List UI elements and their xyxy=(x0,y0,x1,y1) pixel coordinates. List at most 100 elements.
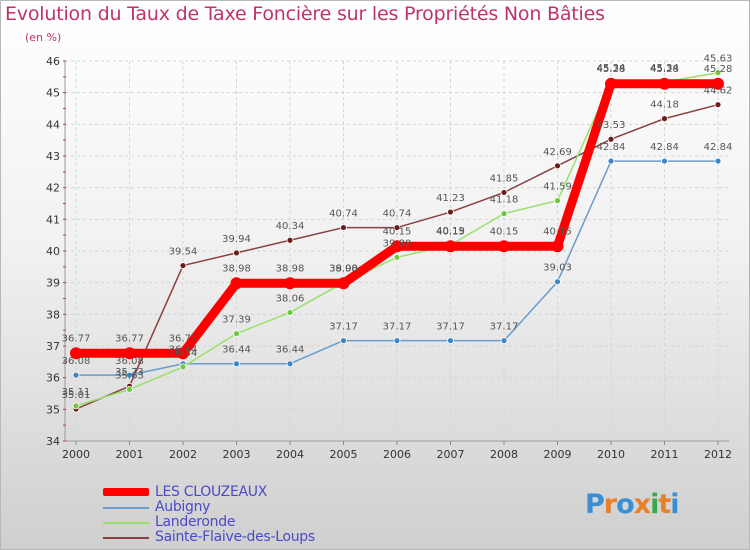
data-label-1: 42.84 xyxy=(650,142,679,153)
series-point-0 xyxy=(498,240,510,253)
x-tick-label: 2002 xyxy=(169,448,197,461)
series-point-1 xyxy=(554,278,561,286)
data-label-0: 38.98 xyxy=(276,263,305,274)
data-label-3: 40.34 xyxy=(276,221,305,232)
series-point-3 xyxy=(447,208,454,216)
data-label-0: 40.15 xyxy=(490,226,519,237)
data-label-0: 38.98 xyxy=(329,263,358,274)
y-tick-label: 44 xyxy=(46,118,60,131)
data-label-3: 39.54 xyxy=(169,247,198,258)
series-point-3 xyxy=(233,249,240,257)
x-tick-label: 2012 xyxy=(704,448,732,461)
data-label-0: 45.28 xyxy=(597,64,626,75)
series-point-0 xyxy=(605,77,617,90)
chart-title: Evolution du Taux de Taxe Foncière sur l… xyxy=(5,3,605,25)
logo-letter-4: i xyxy=(650,489,659,520)
legend-swatch-0 xyxy=(103,488,149,496)
series-point-1 xyxy=(72,371,80,379)
series-point-0 xyxy=(444,240,457,253)
logo-letter-2: o xyxy=(616,489,635,520)
series-point-1 xyxy=(393,337,401,345)
data-label-1: 37.17 xyxy=(329,322,358,333)
data-label-3: 42.69 xyxy=(543,147,572,158)
data-label-1: 36.44 xyxy=(169,345,198,356)
series-point-1 xyxy=(607,157,615,165)
y-tick-label: 39 xyxy=(46,277,60,290)
data-label-3: 40.74 xyxy=(383,209,412,220)
data-label-2: 39.00 xyxy=(329,264,358,275)
series-point-0 xyxy=(658,77,671,90)
x-tick-label: 2008 xyxy=(490,448,518,461)
data-label-3: 43.53 xyxy=(597,120,626,131)
data-label-3: 35.73 xyxy=(115,367,144,378)
series-point-1 xyxy=(661,157,668,165)
series-point-1 xyxy=(714,157,722,165)
series-point-2 xyxy=(126,385,133,393)
legend-swatch-2 xyxy=(103,522,149,524)
data-label-2: 41.59 xyxy=(543,182,572,193)
data-label-0: 40.15 xyxy=(436,226,465,237)
data-label-1: 42.84 xyxy=(704,142,733,153)
legend-swatch-3 xyxy=(103,537,149,539)
series-point-2 xyxy=(714,69,722,77)
proxiti-logo: Proxiti xyxy=(585,489,680,520)
y-tick-label: 41 xyxy=(46,213,60,226)
series-point-2 xyxy=(72,402,80,410)
x-tick-label: 2001 xyxy=(116,448,144,461)
data-label-0: 36.77 xyxy=(169,333,198,344)
series-point-2 xyxy=(233,330,240,338)
logo-letter-0: P xyxy=(585,489,605,520)
series-point-2 xyxy=(286,309,294,316)
data-label-1: 37.17 xyxy=(383,322,412,333)
data-label-1: 37.17 xyxy=(490,322,519,333)
data-label-2: 45.63 xyxy=(704,54,733,65)
series-point-3 xyxy=(661,115,668,123)
series-point-0 xyxy=(284,277,296,290)
legend-label-3: Sainte-Flaive-des-Loups xyxy=(155,529,315,545)
x-tick-label: 2000 xyxy=(62,448,90,461)
data-label-0: 40.15 xyxy=(383,226,412,237)
series-point-0 xyxy=(123,347,136,360)
series-point-1 xyxy=(126,371,133,379)
series-point-2 xyxy=(554,197,561,205)
series-point-1 xyxy=(233,360,240,368)
data-label-3: 40.74 xyxy=(329,209,358,220)
series-point-3 xyxy=(607,135,615,143)
data-label-2: 45.34 xyxy=(650,63,679,74)
series-point-3 xyxy=(179,262,187,269)
y-tick-label: 34 xyxy=(46,435,60,448)
data-label-0: 36.77 xyxy=(62,333,91,344)
x-tick-label: 2006 xyxy=(383,448,411,461)
data-label-0: 38.98 xyxy=(222,263,251,274)
series-point-1 xyxy=(286,360,294,368)
x-tick-label: 2007 xyxy=(437,448,465,461)
data-label-1: 39.03 xyxy=(543,263,572,274)
x-tick-label: 2009 xyxy=(544,448,572,461)
data-label-2: 39.80 xyxy=(383,238,412,249)
y-tick-label: 43 xyxy=(46,150,60,163)
series-point-3 xyxy=(500,189,508,196)
data-label-3: 39.94 xyxy=(222,234,251,245)
legend-label-1: Aubigny xyxy=(155,499,211,515)
logo-letter-1: r xyxy=(603,489,617,520)
logo-letter-6: i xyxy=(670,489,679,520)
data-label-0: 36.77 xyxy=(115,333,144,344)
series-point-3 xyxy=(554,162,561,170)
data-label-1: 36.44 xyxy=(276,345,305,356)
series-point-2 xyxy=(179,363,187,371)
x-tick-label: 2004 xyxy=(276,448,304,461)
data-label-1: 42.84 xyxy=(597,142,626,153)
legend-label-0: LES CLOUZEAUX xyxy=(155,484,268,500)
y-tick-label: 45 xyxy=(46,87,60,100)
data-label-1: 37.17 xyxy=(436,322,465,333)
data-label-3: 44.18 xyxy=(650,100,679,111)
data-label-1: 36.08 xyxy=(62,356,91,367)
series-point-2 xyxy=(500,210,508,218)
series-point-0 xyxy=(712,77,724,90)
series-point-0 xyxy=(230,277,243,290)
legend-swatch-1 xyxy=(103,507,149,509)
series-point-1 xyxy=(447,337,454,345)
series-point-0 xyxy=(391,240,403,253)
data-label-3: 41.23 xyxy=(436,193,465,204)
y-tick-label: 37 xyxy=(46,340,60,353)
